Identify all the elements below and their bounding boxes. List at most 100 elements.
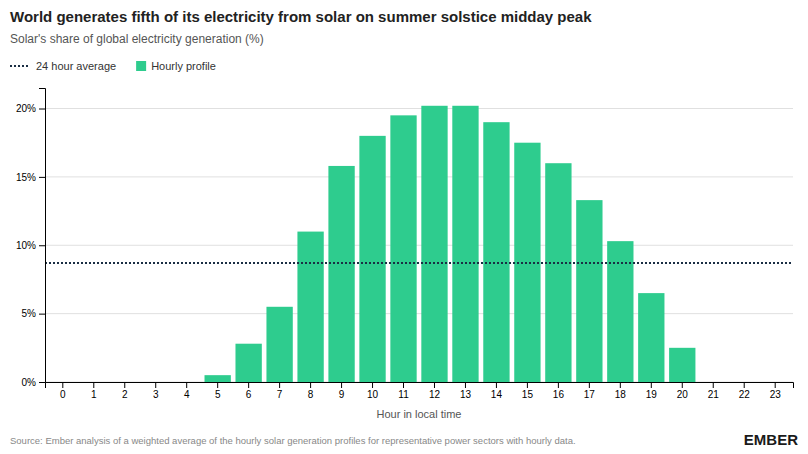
title: World generates fifth of its electricity… (10, 8, 592, 25)
bar (545, 163, 571, 382)
tick-label: 10% (16, 240, 36, 251)
tick-mark (279, 382, 280, 388)
tick-mark (372, 382, 373, 388)
bar (205, 375, 231, 382)
bar (700, 382, 726, 383)
tick-label: 9 (339, 389, 345, 400)
x-tick: 19 (646, 382, 658, 400)
tick-mark (775, 382, 776, 388)
x-tick: 21 (708, 382, 720, 400)
tick-label: 16 (553, 389, 565, 400)
axis-line (46, 383, 794, 389)
tick-mark (465, 382, 466, 388)
legend-label: 24 hour average (36, 60, 116, 72)
tick-label: 13 (460, 389, 472, 400)
bar (638, 293, 664, 382)
bar (174, 382, 200, 383)
x-tick: 4 (184, 382, 190, 400)
tick-label: 20% (16, 103, 36, 114)
x-tick: 23 (770, 382, 782, 400)
tick-label: 10 (367, 389, 379, 400)
tick-label: 11 (398, 389, 409, 400)
legend-label: Hourly profile (151, 60, 216, 72)
tick-label: 0% (22, 377, 37, 388)
logo: EMBER (744, 431, 798, 448)
bar (483, 122, 509, 382)
tick-label: 15% (16, 172, 36, 183)
tick-label: 5% (22, 308, 37, 319)
tick-label: 12 (429, 389, 441, 400)
plot: 0%5%10%15%20%012345678910111213141516171… (16, 89, 794, 421)
bar (669, 348, 695, 382)
tick-mark (39, 109, 45, 110)
source: Source: Ember analysis of a weighted ave… (10, 435, 576, 446)
tick-label: 0 (60, 389, 66, 400)
y-tick: 5% (22, 308, 45, 319)
bar (50, 382, 76, 383)
tick-mark (39, 245, 45, 246)
tick-label: 8 (308, 389, 314, 400)
y-axis: 0% 5% 10% 15% 20% (16, 89, 46, 388)
x-axis-label: Hour in local time (377, 408, 462, 420)
legend-item: Hourly profile (136, 60, 216, 72)
tick-label: 5 (215, 389, 221, 400)
marks (45, 106, 793, 382)
tick-mark (558, 382, 559, 388)
x-tick: 20 (677, 382, 689, 400)
tick-label: 2 (122, 389, 128, 400)
legend-swatch (10, 65, 30, 67)
x-tick: 7 (277, 382, 283, 400)
tick-label: 1 (91, 389, 97, 400)
tick-label: 19 (646, 389, 658, 400)
tick-mark (248, 382, 249, 388)
bar (359, 136, 385, 382)
x-tick: 18 (615, 382, 627, 400)
tick-mark (682, 382, 683, 388)
bar (143, 382, 169, 383)
x-tick: 9 (339, 382, 345, 400)
tick-label: 14 (491, 389, 503, 400)
tick-label: 4 (184, 389, 190, 400)
tick-label: 22 (739, 389, 751, 400)
x-tick: 14 (491, 382, 503, 400)
tick-mark (186, 382, 187, 388)
grid (45, 109, 793, 382)
x-tick: 3 (153, 382, 159, 400)
tick-mark (713, 382, 714, 388)
legend: 24 hour average Hourly profile (10, 60, 216, 72)
bar (421, 106, 447, 382)
subtitle: Solar's share of global electricity gene… (10, 32, 264, 46)
bar (731, 382, 757, 383)
bar (762, 382, 788, 383)
bar (452, 106, 478, 382)
x-tick: 2 (122, 382, 128, 400)
bar (328, 166, 354, 382)
x-tick: 8 (308, 382, 314, 400)
grid-line (45, 176, 793, 177)
legend-swatch (136, 61, 146, 71)
x-axis: 01234567891011121314151617181920212223 (46, 382, 794, 400)
x-tick: 15 (522, 382, 534, 400)
tick-mark (651, 382, 652, 388)
x-tick: 10 (367, 382, 379, 400)
tick-label: 17 (584, 389, 596, 400)
grid-line (45, 313, 793, 314)
tick-label: 6 (246, 389, 252, 400)
axis-line (39, 89, 46, 383)
bar (235, 344, 261, 382)
tick-mark (434, 382, 435, 388)
tick-mark (39, 177, 45, 178)
x-tick: 22 (739, 382, 751, 400)
tick-mark (589, 382, 590, 388)
bar (112, 382, 138, 383)
x-tick: 11 (398, 382, 409, 400)
grid-line (45, 108, 793, 109)
tick-label: 15 (522, 389, 534, 400)
tick-mark (341, 382, 342, 388)
x-tick: 1 (91, 382, 97, 400)
tick-mark (62, 382, 63, 388)
tick-mark (527, 382, 528, 388)
y-tick: 20% (16, 103, 45, 114)
x-tick: 6 (246, 382, 252, 400)
tick-label: 18 (615, 389, 627, 400)
